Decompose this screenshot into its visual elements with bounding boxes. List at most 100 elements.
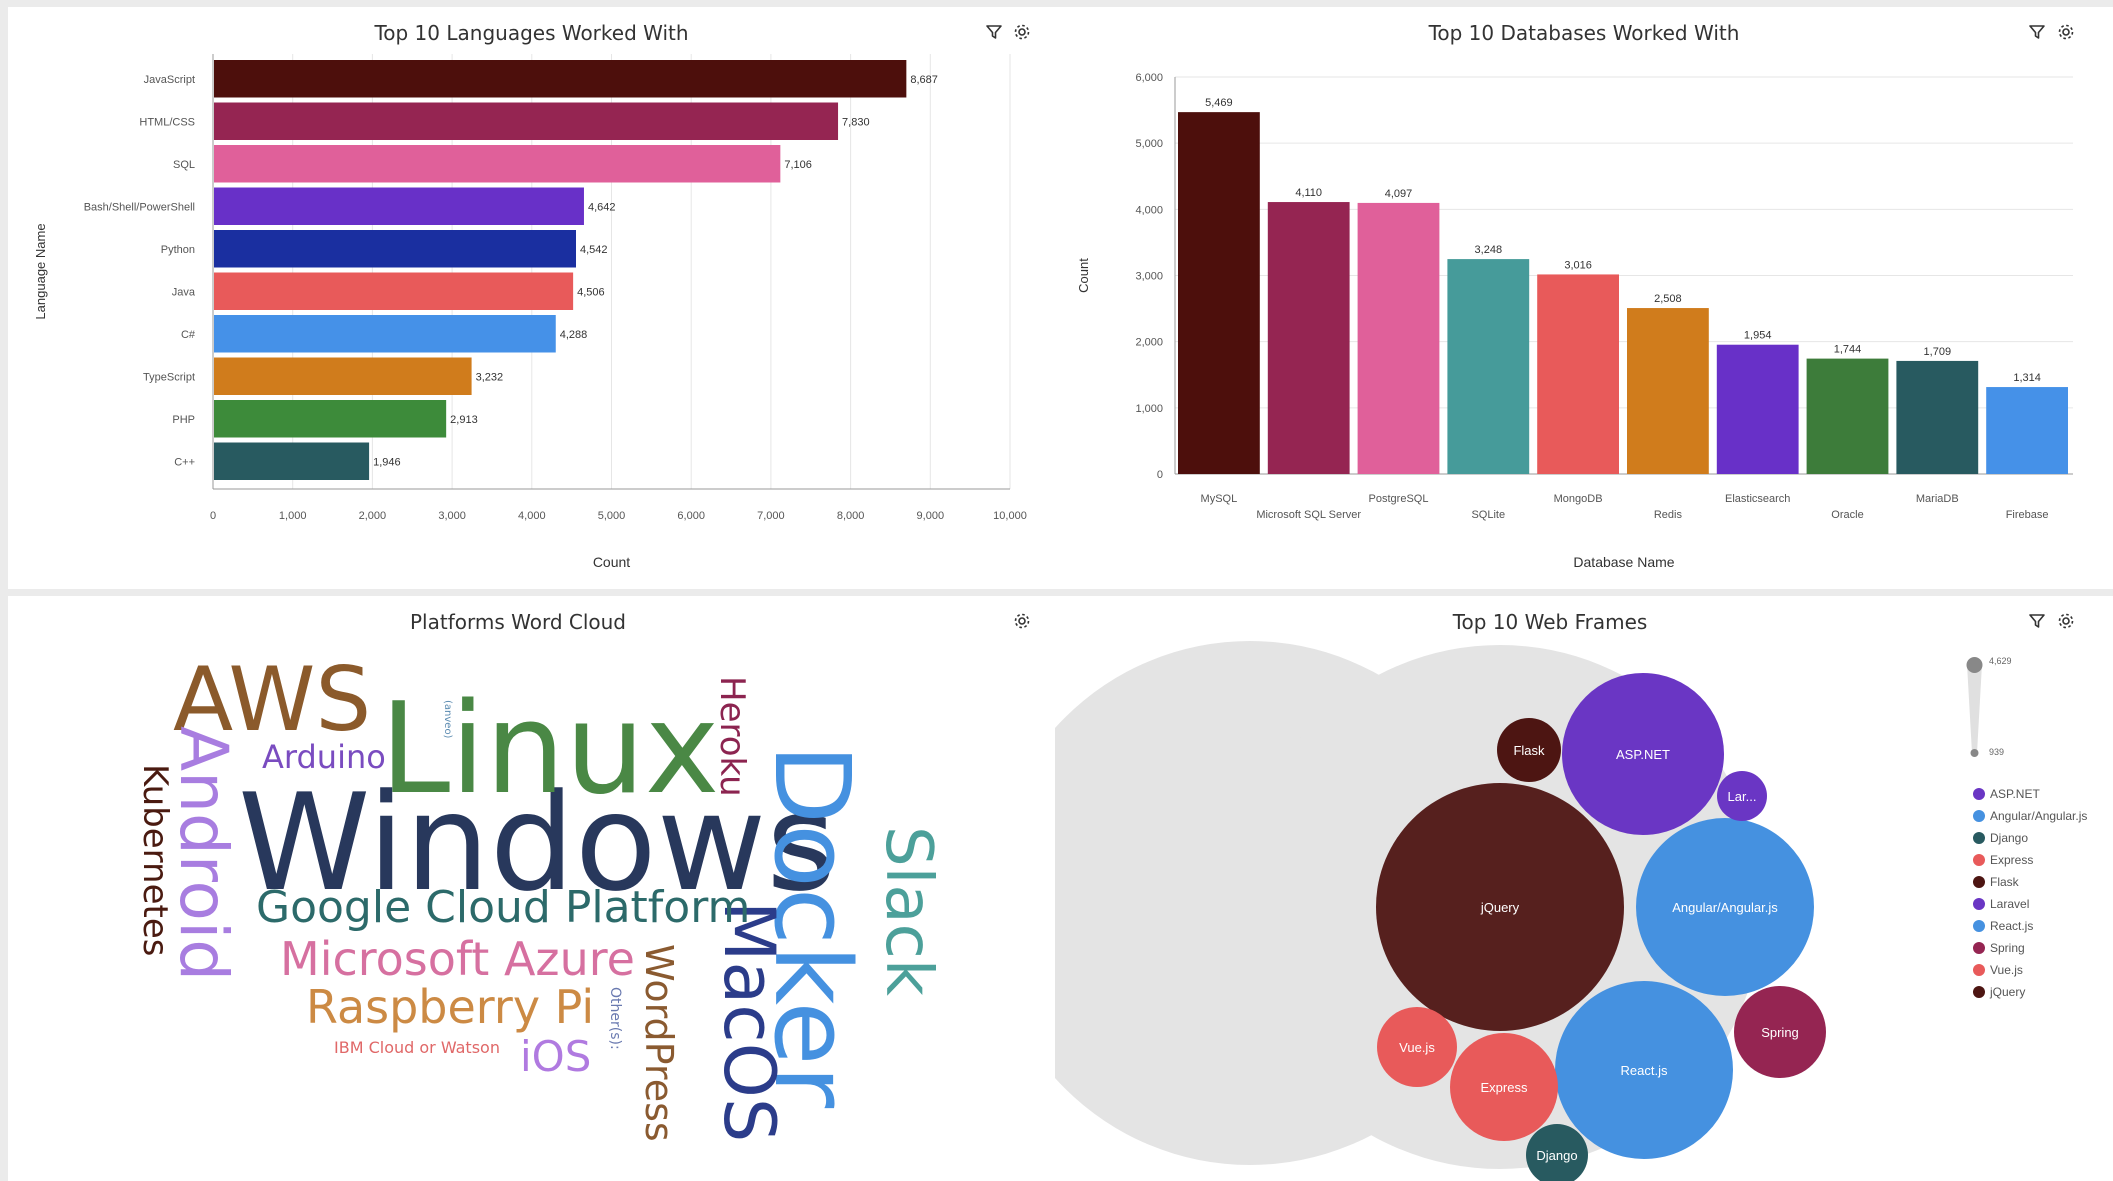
word[interactable]: (anveo) xyxy=(442,700,453,739)
legend-swatch xyxy=(1973,788,1985,800)
bubble-label: React.js xyxy=(1621,1063,1668,1078)
word[interactable]: Heroku xyxy=(712,676,752,797)
legend-item[interactable]: React.js xyxy=(1973,915,2087,937)
bubble xyxy=(1497,718,1561,782)
languages-panel: Top 10 Languages Worked With 0 1,000 2,000… xyxy=(8,7,1055,589)
legend-swatch xyxy=(1973,898,1985,910)
size-legend-shape xyxy=(1967,664,1982,753)
bubble xyxy=(1636,818,1814,996)
gear-icon[interactable] xyxy=(2055,21,2077,43)
legend-swatch xyxy=(1973,854,1985,866)
bubble-label: Flask xyxy=(1513,743,1545,758)
x-tick-label: 4,000 xyxy=(518,510,546,522)
word[interactable]: WordPress xyxy=(637,944,681,1142)
gear-icon[interactable] xyxy=(2055,610,2077,632)
languages-bar-chart: 0 1,000 2,000 3,000 4,000 5,000 6,000 7,000 8,00… xyxy=(33,54,1027,570)
x-tick-label: 8,000 xyxy=(837,510,865,522)
bar xyxy=(214,102,839,140)
category-label: SQLite xyxy=(1471,509,1505,521)
bar xyxy=(214,230,576,268)
word[interactable]: iOS xyxy=(520,1032,592,1081)
data-label: 4,542 xyxy=(580,244,608,256)
bubble xyxy=(1562,673,1724,835)
legend-label: Express xyxy=(1990,853,2034,867)
category-label: MongoDB xyxy=(1554,493,1603,505)
category-label: Elasticsearch xyxy=(1725,493,1790,505)
webframes-bubble-chart: jQuery Angular/Angular.js React.js ASP.NET S… xyxy=(1055,641,1826,1181)
data-label: 1,954 xyxy=(1744,330,1772,342)
legend-item[interactable]: Django xyxy=(1973,827,2087,849)
data-label: 8,687 xyxy=(910,74,938,86)
bubble-label: ASP.NET xyxy=(1616,747,1670,762)
bubble-label: Django xyxy=(1536,1148,1577,1163)
gear-icon[interactable] xyxy=(1011,21,1033,43)
data-label: 1,709 xyxy=(1924,346,1952,358)
y-tick-label: 3,000 xyxy=(1135,271,1163,283)
word[interactable]: Google Cloud Platform xyxy=(256,882,751,933)
word[interactable]: Microsoft Azure xyxy=(280,932,635,986)
filter-icon[interactable] xyxy=(2026,21,2048,43)
data-label: 4,506 xyxy=(577,286,605,298)
x-axis-title: Count xyxy=(593,554,630,570)
category-label: TypeScript xyxy=(143,371,195,383)
legend-item[interactable]: Spring xyxy=(1973,937,2087,959)
legend-label: Laravel xyxy=(1990,897,2030,911)
word[interactable]: Linux xyxy=(380,675,720,822)
legend-item[interactable]: Express xyxy=(1973,849,2087,871)
bar xyxy=(214,315,556,353)
x-tick-label: 9,000 xyxy=(917,510,945,522)
legend-label: Flask xyxy=(1990,875,2019,889)
panel-title: Top 10 Web Frames xyxy=(1452,610,1648,634)
word[interactable]: Kubernetes xyxy=(135,764,175,957)
data-label: 3,016 xyxy=(1564,259,1592,271)
bubble-label: Vue.js xyxy=(1399,1040,1435,1055)
bubble xyxy=(1717,771,1767,821)
bar xyxy=(214,272,574,310)
filter-icon[interactable] xyxy=(2026,610,2048,632)
word[interactable]: AWS xyxy=(173,648,372,751)
bubble-label: Angular/Angular.js xyxy=(1672,900,1778,915)
data-label: 4,642 xyxy=(588,201,616,213)
word[interactable]: Arduino xyxy=(262,738,386,776)
legend-swatch xyxy=(1973,920,1985,932)
y-tick-label: 2,000 xyxy=(1135,337,1163,349)
legend-item[interactable]: Laravel xyxy=(1973,893,2087,915)
category-label: MariaDB xyxy=(1916,493,1959,505)
category-label: SQL xyxy=(173,159,195,171)
bar xyxy=(1986,387,2068,474)
category-label: Oracle xyxy=(1831,509,1863,521)
word[interactable]: Windows xyxy=(238,765,837,921)
word[interactable]: Raspberry Pi xyxy=(306,980,595,1034)
y-tick-label: 0 xyxy=(1157,469,1163,481)
data-label: 1,744 xyxy=(1834,344,1862,356)
word[interactable]: Slack xyxy=(871,826,945,996)
filter-icon[interactable] xyxy=(983,21,1005,43)
x-tick-label: 1,000 xyxy=(279,510,307,522)
word[interactable]: MacOS xyxy=(708,901,790,1143)
category-label: PHP xyxy=(172,414,195,426)
legend-item[interactable]: jQuery xyxy=(1973,981,2087,1003)
gear-icon[interactable] xyxy=(1011,610,1033,632)
word[interactable]: IBM Cloud or Watson xyxy=(334,1038,500,1057)
word[interactable]: Other(s): xyxy=(607,987,623,1050)
legend-item[interactable]: Flask xyxy=(1973,871,2087,893)
wordcloud-panel: Platforms Word Cloud Windows Linux Docker A… xyxy=(8,596,1055,1181)
panel-title: Top 10 Databases Worked With xyxy=(1428,21,1740,45)
word[interactable]: Android xyxy=(165,726,242,982)
legend-item[interactable]: ASP.NET xyxy=(1973,783,2087,805)
legend-item[interactable]: Angular/Angular.js xyxy=(1973,805,2087,827)
x-tick-label: 6,000 xyxy=(677,510,705,522)
legend-swatch xyxy=(1973,810,1985,822)
legend-label: Django xyxy=(1990,831,2029,845)
x-tick-label: 7,000 xyxy=(757,510,785,522)
data-label: 1,314 xyxy=(2013,372,2041,384)
y-tick-label: 6,000 xyxy=(1135,72,1163,84)
bar xyxy=(1716,344,1799,474)
x-tick-label: 5,000 xyxy=(598,510,626,522)
bubble xyxy=(1526,1124,1588,1181)
legend-item[interactable]: Vue.js xyxy=(1973,959,2087,981)
category-label: Firebase xyxy=(2006,509,2049,521)
y-tick-label: 5,000 xyxy=(1135,138,1163,150)
bar xyxy=(214,187,584,225)
category-label: JavaScript xyxy=(144,74,195,86)
